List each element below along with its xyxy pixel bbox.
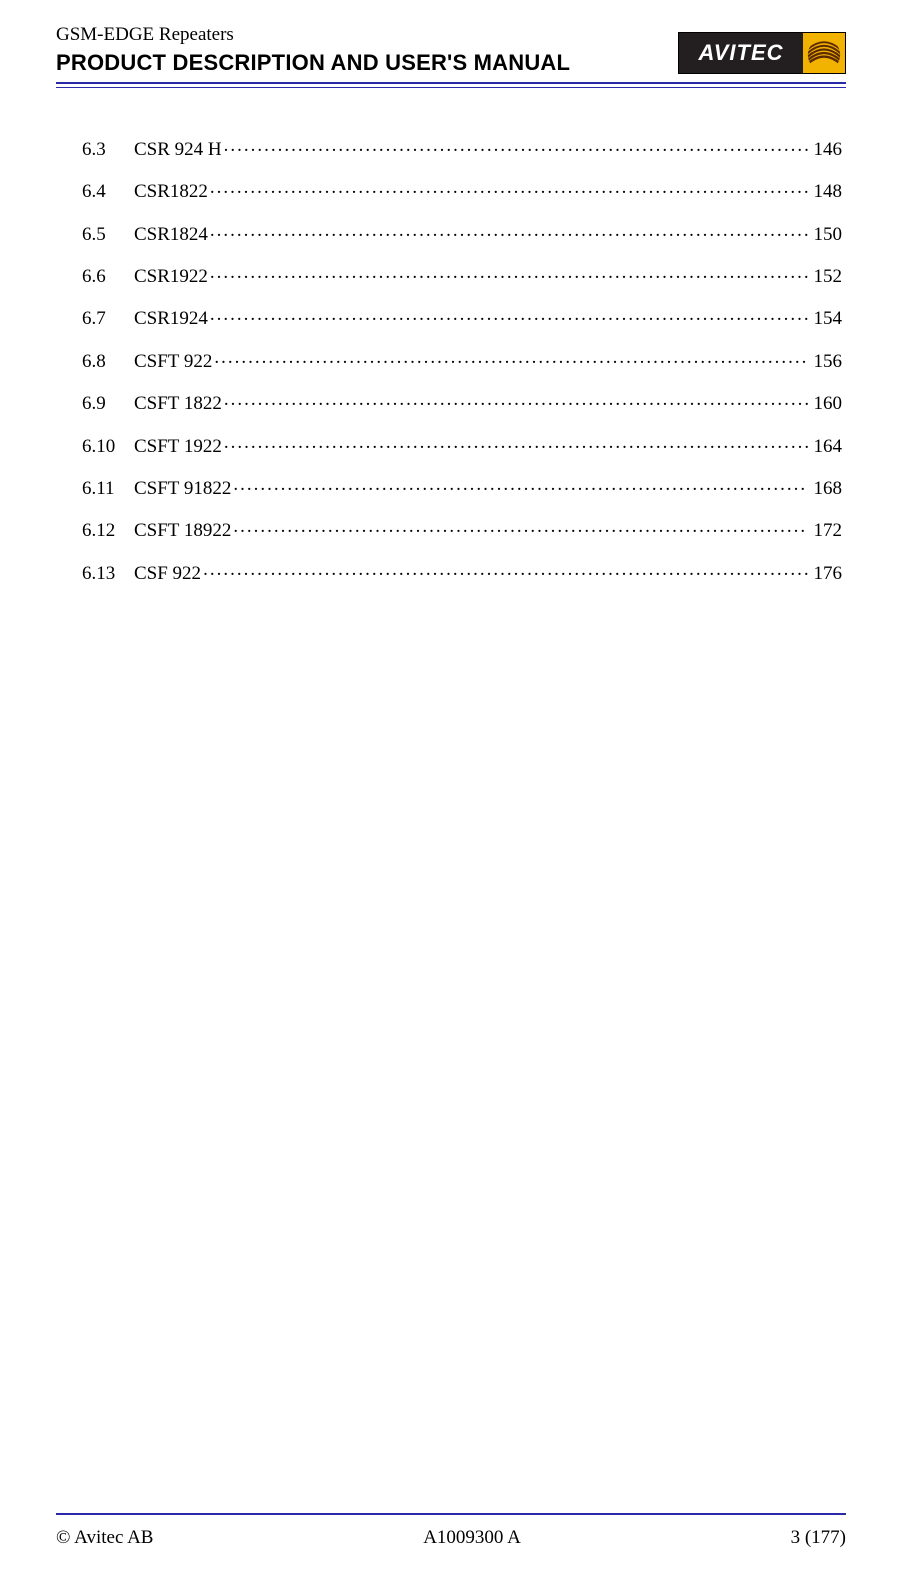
toc-page: 168 xyxy=(810,479,843,498)
toc-title: CSFT 18922 xyxy=(134,521,231,540)
toc-leader xyxy=(210,176,808,197)
toc-title: CSR1924 xyxy=(134,309,208,328)
brand-logo: AVITEC xyxy=(678,32,846,74)
toc-num: 6.9 xyxy=(82,394,134,413)
toc-leader xyxy=(224,388,808,409)
toc-row: 6.13 CSF 922 176 xyxy=(82,558,842,583)
page: GSM-EDGE Repeaters PRODUCT DESCRIPTION A… xyxy=(0,0,902,1589)
toc-row: 6.10 CSFT 1922 164 xyxy=(82,431,842,456)
toc-title: CSF 922 xyxy=(134,564,201,583)
brand-logo-icon xyxy=(803,33,845,73)
toc-title: CSFT 922 xyxy=(134,352,212,371)
toc-title: CSR1824 xyxy=(134,225,208,244)
toc-page: 176 xyxy=(810,564,843,583)
toc-title: CSR1922 xyxy=(134,267,208,286)
footer-left: © Avitec AB xyxy=(56,1527,153,1549)
toc-num: 6.5 xyxy=(82,225,134,244)
brand-logo-text: AVITEC xyxy=(679,33,803,73)
toc-title: CSR 924 H xyxy=(134,140,222,159)
toc-page: 172 xyxy=(810,521,843,540)
toc-row: 6.6 CSR1922 152 xyxy=(82,261,842,286)
toc-num: 6.8 xyxy=(82,352,134,371)
toc-row: 6.4 CSR1822 148 xyxy=(82,176,842,201)
toc-row: 6.5 CSR1824 150 xyxy=(82,219,842,244)
toc-page: 154 xyxy=(810,309,843,328)
toc-row: 6.9 CSFT 1822 160 xyxy=(82,388,842,413)
toc-num: 6.7 xyxy=(82,309,134,328)
toc-page: 150 xyxy=(810,225,843,244)
toc-num: 6.13 xyxy=(82,564,134,583)
toc-page: 156 xyxy=(810,352,843,371)
toc-page: 160 xyxy=(810,394,843,413)
toc-title: CSFT 1922 xyxy=(134,437,222,456)
toc-leader xyxy=(224,134,808,155)
toc-num: 6.10 xyxy=(82,437,134,456)
toc-num: 6.6 xyxy=(82,267,134,286)
header-left: GSM-EDGE Repeaters PRODUCT DESCRIPTION A… xyxy=(56,24,570,76)
toc-leader xyxy=(210,219,808,240)
header-rule xyxy=(56,82,846,88)
page-header: GSM-EDGE Repeaters PRODUCT DESCRIPTION A… xyxy=(56,0,846,88)
toc-row: 6.7 CSR1924 154 xyxy=(82,304,842,329)
toc-num: 6.3 xyxy=(82,140,134,159)
toc-leader xyxy=(214,346,807,367)
toc-num: 6.12 xyxy=(82,521,134,540)
header-product-line: GSM-EDGE Repeaters xyxy=(56,24,570,46)
toc-leader xyxy=(203,558,807,579)
toc-row: 6.12 CSFT 18922 172 xyxy=(82,516,842,541)
footer-right: 3 (177) xyxy=(791,1527,846,1549)
toc-num: 6.4 xyxy=(82,182,134,201)
toc-row: 6.3 CSR 924 H 146 xyxy=(82,134,842,159)
footer-center: A1009300 A xyxy=(423,1527,521,1549)
toc-leader xyxy=(224,431,808,452)
toc-page: 148 xyxy=(810,182,843,201)
toc-page: 164 xyxy=(810,437,843,456)
toc-leader xyxy=(233,516,807,537)
toc-title: CSR1822 xyxy=(134,182,208,201)
table-of-contents: 6.3 CSR 924 H 146 6.4 CSR1822 148 6.5 CS… xyxy=(56,134,846,583)
toc-row: 6.8 CSFT 922 156 xyxy=(82,346,842,371)
toc-title: CSFT 1822 xyxy=(134,394,222,413)
header-doc-title: PRODUCT DESCRIPTION AND USER'S MANUAL xyxy=(56,50,570,76)
toc-leader xyxy=(233,473,807,494)
toc-leader xyxy=(210,261,808,282)
header-row: GSM-EDGE Repeaters PRODUCT DESCRIPTION A… xyxy=(56,24,846,76)
toc-row: 6.11 CSFT 91822 168 xyxy=(82,473,842,498)
sun-stripe-icon xyxy=(806,35,842,71)
toc-page: 146 xyxy=(810,140,843,159)
footer-rule xyxy=(56,1513,846,1515)
toc-page: 152 xyxy=(810,267,843,286)
toc-leader xyxy=(210,304,808,325)
page-footer: © Avitec AB A1009300 A 3 (177) xyxy=(56,1527,846,1549)
toc-num: 6.11 xyxy=(82,479,134,498)
toc-title: CSFT 91822 xyxy=(134,479,231,498)
